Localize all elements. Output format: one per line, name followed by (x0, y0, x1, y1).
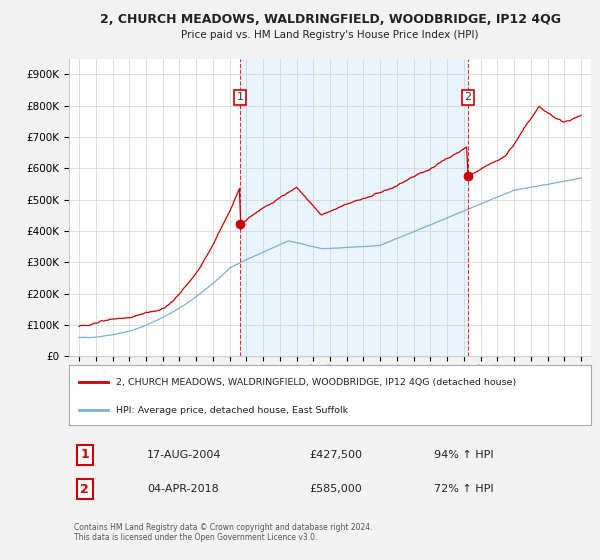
Text: 2: 2 (80, 483, 89, 496)
Text: 2: 2 (464, 92, 472, 102)
Text: £585,000: £585,000 (309, 484, 362, 494)
Text: 94% ↑ HPI: 94% ↑ HPI (434, 450, 494, 460)
Text: HPI: Average price, detached house, East Suffolk: HPI: Average price, detached house, East… (116, 405, 348, 414)
Text: 17-AUG-2004: 17-AUG-2004 (148, 450, 222, 460)
Text: Price paid vs. HM Land Registry's House Price Index (HPI): Price paid vs. HM Land Registry's House … (181, 30, 479, 40)
Text: 2, CHURCH MEADOWS, WALDRINGFIELD, WOODBRIDGE, IP12 4QG: 2, CHURCH MEADOWS, WALDRINGFIELD, WOODBR… (100, 13, 560, 26)
Text: 04-APR-2018: 04-APR-2018 (148, 484, 219, 494)
Text: 2, CHURCH MEADOWS, WALDRINGFIELD, WOODBRIDGE, IP12 4QG (detached house): 2, CHURCH MEADOWS, WALDRINGFIELD, WOODBR… (116, 377, 516, 386)
Text: £427,500: £427,500 (309, 450, 362, 460)
Text: 72% ↑ HPI: 72% ↑ HPI (434, 484, 494, 494)
Text: 1: 1 (236, 92, 244, 102)
Text: Contains HM Land Registry data © Crown copyright and database right 2024.
This d: Contains HM Land Registry data © Crown c… (74, 523, 373, 542)
Text: 1: 1 (80, 448, 89, 461)
Bar (240, 59, 468, 356)
